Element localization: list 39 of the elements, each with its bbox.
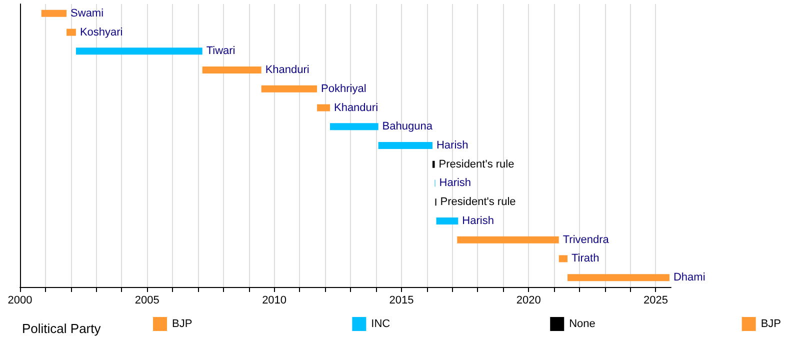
- data-label: Trivendra: [562, 234, 610, 246]
- data-label: Khanduri: [334, 102, 378, 114]
- legend-label: INC: [371, 318, 390, 330]
- data-label: Harish: [462, 214, 494, 227]
- bar: [436, 217, 458, 224]
- x-tick-label: 2015: [389, 294, 414, 306]
- data-label: President's rule: [440, 196, 516, 208]
- data-label: Swami: [70, 7, 104, 20]
- bar: [317, 104, 330, 112]
- data-label: President's rule: [438, 158, 514, 170]
- bar: [76, 48, 202, 55]
- bar: [558, 255, 568, 262]
- x-tick-label: 2000: [8, 294, 32, 306]
- bar: [457, 236, 559, 244]
- bar: [41, 10, 67, 17]
- legend-label: None: [569, 318, 596, 330]
- bar: [66, 28, 76, 36]
- x-tick-label: 2020: [516, 294, 541, 306]
- x-tick-label: 2010: [262, 294, 287, 306]
- data-label: Harish: [436, 140, 468, 152]
- x-tick-label: 2025: [644, 294, 668, 306]
- data-label: Dhami: [673, 272, 706, 284]
- data-label: Khanduri: [265, 64, 310, 76]
- bar: [261, 85, 318, 92]
- bar: [378, 142, 432, 149]
- bar: [202, 66, 262, 74]
- bar: [330, 123, 378, 130]
- legend-title: Political Party: [22, 321, 102, 336]
- data-label: Koshyari: [80, 26, 123, 38]
- legend-label: BJP: [760, 318, 782, 330]
- data-label: Pokhriyal: [321, 82, 366, 95]
- bar: [432, 160, 435, 168]
- legend-label: BJP: [172, 318, 192, 330]
- data-label: Harish: [439, 177, 472, 190]
- x-tick-label: 2005: [134, 294, 160, 306]
- data-label: Tirath: [572, 252, 600, 265]
- bar: [568, 274, 670, 282]
- data-label: Bahuguna: [382, 120, 434, 133]
- data-label: Tiwari: [206, 45, 236, 58]
